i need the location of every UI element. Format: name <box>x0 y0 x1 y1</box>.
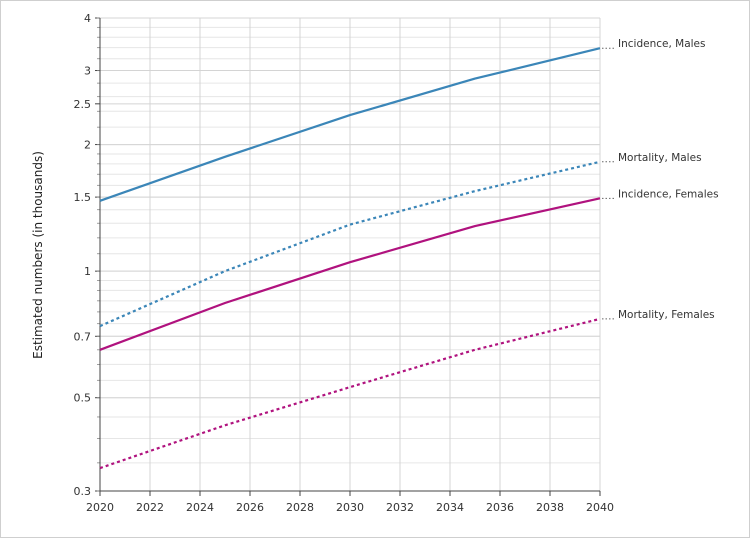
y-tick-label: 0.7 <box>74 330 92 343</box>
y-tick-label: 1 <box>84 265 91 278</box>
x-tick-label: 2034 <box>436 501 464 514</box>
y-tick-label: 0.3 <box>74 485 92 498</box>
y-tick-label: 0.5 <box>74 392 92 405</box>
series-label: Incidence, Males <box>618 38 705 50</box>
x-tick-label: 2038 <box>536 501 564 514</box>
x-tick-label: 2028 <box>286 501 314 514</box>
series-label: Incidence, Females <box>618 188 719 200</box>
x-tick-label: 2022 <box>136 501 164 514</box>
y-tick-label: 2 <box>84 139 91 152</box>
y-axis-title: Estimated numbers (in thousands) <box>31 151 45 359</box>
y-tick-label: 4 <box>84 12 91 25</box>
x-tick-label: 2036 <box>486 501 514 514</box>
x-tick-label: 2026 <box>236 501 264 514</box>
x-tick-label: 2024 <box>186 501 214 514</box>
x-tick-label: 2020 <box>86 501 114 514</box>
axes: 0.3 0.5 0.7 1 1.5 2 2.5 3 4 2020 2022 2024 2026 2028 2… <box>74 12 615 514</box>
x-tick-label: 2032 <box>386 501 414 514</box>
series-line-0 <box>99 47 601 202</box>
x-tick-label: 2040 <box>586 501 614 514</box>
series-line-1 <box>99 160 601 328</box>
y-tick-label: 3 <box>84 65 91 78</box>
series-lines <box>99 47 601 470</box>
y-tick-label: 2.5 <box>74 98 92 111</box>
series-labels: Incidence, Males Mortality, Males Incidenc… <box>602 38 719 321</box>
y-tick-label: 1.5 <box>74 191 92 204</box>
series-label: Mortality, Females <box>618 309 715 321</box>
series-line-2 <box>99 197 601 351</box>
series-label: Mortality, Males <box>618 152 702 164</box>
x-tick-label: 2030 <box>336 501 364 514</box>
grid <box>99 17 601 492</box>
